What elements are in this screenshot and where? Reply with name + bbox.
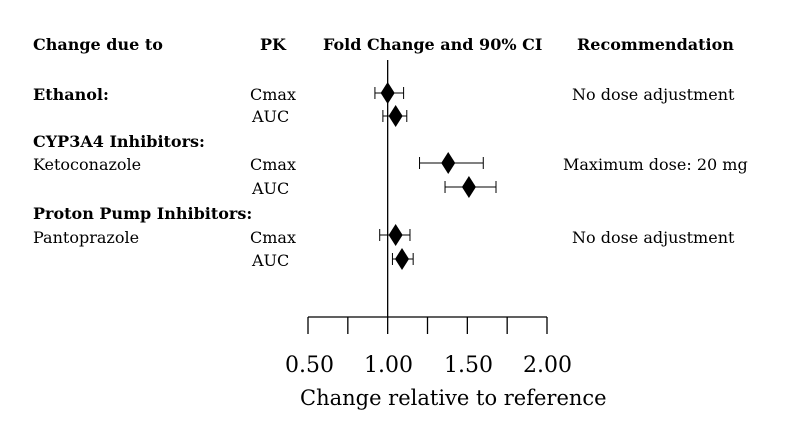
header-change-due-to: Change due to xyxy=(33,35,163,54)
point-estimate-diamond xyxy=(388,105,403,127)
recommendation-pantoprazole: No dose adjustment xyxy=(572,228,735,247)
header-recommendation: Recommendation xyxy=(577,35,734,54)
point-estimate-diamond xyxy=(388,224,403,246)
pk-label: Cmax xyxy=(250,155,296,174)
point-estimate-diamond xyxy=(461,176,476,198)
recommendation-ketoconazole: Maximum dose: 20 mg xyxy=(563,155,748,174)
pk-label: AUC xyxy=(252,251,290,270)
header-pk: PK xyxy=(260,35,286,54)
pk-label: Cmax xyxy=(250,228,296,247)
pk-label: Cmax xyxy=(250,85,296,104)
group-label-ethanol: Ethanol: xyxy=(33,85,109,104)
x-tick-label-1.00: 1.00 xyxy=(364,353,413,378)
x-tick-label-2.00: 2.00 xyxy=(523,353,572,378)
point-estimate-diamond xyxy=(441,152,456,174)
pk-label: AUC xyxy=(252,179,290,198)
group-label-proton-pump-inhibitors: Proton Pump Inhibitors: xyxy=(33,204,253,223)
point-estimate-diamond xyxy=(380,82,395,104)
x-tick-label-0.50: 0.50 xyxy=(285,353,334,378)
x-tick-label-1.50: 1.50 xyxy=(444,353,493,378)
recommendation-ethanol: No dose adjustment xyxy=(572,85,735,104)
group-label-pantoprazole: Pantoprazole xyxy=(33,228,140,247)
x-axis-title: Change relative to reference xyxy=(300,386,607,410)
group-label-ketoconazole: Ketoconazole xyxy=(33,155,142,174)
header-fold-change: Fold Change and 90% CI xyxy=(323,35,543,54)
point-estimate-diamond xyxy=(395,248,410,270)
group-label-cyp3a4-inhibitors: CYP3A4 Inhibitors: xyxy=(33,132,205,151)
pk-label: AUC xyxy=(252,107,290,126)
